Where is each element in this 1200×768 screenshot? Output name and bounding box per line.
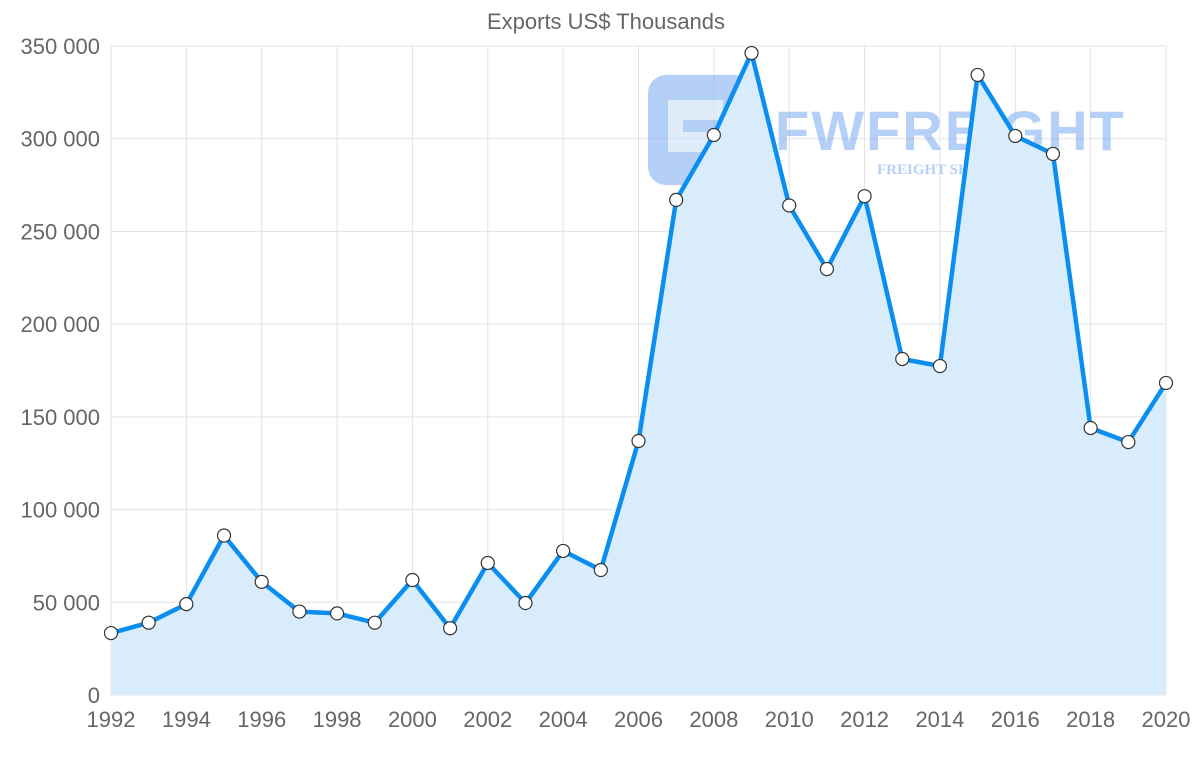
area-fill (111, 53, 1166, 695)
data-point-2006[interactable] (631, 433, 646, 449)
x-tick-label: 2016 (991, 707, 1040, 732)
x-tick-label: 2006 (614, 707, 663, 732)
y-axis: 0 50 000 100 000 150 000 200 000 250 000 300 0… (20, 34, 100, 708)
y-tick-label: 200 000 (20, 312, 100, 337)
data-point-2011[interactable] (819, 261, 834, 277)
data-point-2010[interactable] (782, 198, 797, 213)
x-tick-label: 1998 (313, 707, 362, 732)
data-point-2004[interactable] (556, 543, 571, 559)
data-point-2001[interactable] (443, 621, 458, 636)
data-point-1999[interactable] (367, 615, 382, 630)
data-points (103, 45, 1174, 641)
y-tick-label: 250 000 (20, 219, 100, 244)
x-tick-label: 2014 (915, 707, 964, 732)
x-axis: 1992 1994 1996 1998 2000 2002 2004 2006 2008 2010… (87, 707, 1191, 732)
y-tick-label: 150 000 (20, 405, 100, 430)
data-point-1996[interactable] (254, 574, 269, 589)
x-tick-label: 2002 (463, 707, 512, 732)
x-tick-label: 2004 (539, 707, 588, 732)
x-tick-label: 1996 (237, 707, 286, 732)
data-point-2018[interactable] (1083, 420, 1098, 436)
data-point-2014[interactable] (932, 358, 948, 374)
y-tick-label: 0 (88, 683, 100, 708)
x-tick-label: 2010 (765, 707, 814, 732)
data-point-1992[interactable] (103, 625, 119, 641)
x-tick-label: 2000 (388, 707, 437, 732)
x-tick-label: 2018 (1066, 707, 1115, 732)
data-point-2020[interactable] (1158, 375, 1174, 391)
data-point-2013[interactable] (895, 351, 910, 367)
data-point-2017[interactable] (1045, 146, 1061, 162)
y-tick-label: 300 000 (20, 127, 100, 152)
data-point-2015[interactable] (970, 67, 985, 83)
x-tick-label: 2020 (1142, 707, 1191, 732)
data-point-1993[interactable] (141, 615, 156, 630)
data-point-2008[interactable] (706, 127, 721, 143)
data-point-2016[interactable] (1008, 128, 1023, 144)
data-point-1998[interactable] (329, 606, 345, 621)
x-tick-label: 2012 (840, 707, 889, 732)
y-tick-label: 100 000 (20, 498, 100, 523)
y-tick-label: 350 000 (20, 34, 100, 59)
data-point-2007[interactable] (669, 192, 684, 208)
y-tick-label: 50 000 (33, 590, 100, 615)
data-point-2005[interactable] (593, 562, 608, 578)
data-point-2002[interactable] (480, 555, 495, 571)
data-point-2012[interactable] (857, 189, 872, 204)
data-point-2009[interactable] (744, 45, 759, 61)
data-point-2000[interactable] (405, 572, 420, 588)
x-tick-label: 2008 (689, 707, 738, 732)
data-point-1997[interactable] (292, 604, 307, 619)
chart-title: Exports US$ Thousands (487, 9, 725, 34)
x-tick-label: 1992 (87, 707, 136, 732)
svg-text:FWFREIGHT: FWFREIGHT (775, 99, 1126, 162)
data-point-1995[interactable] (216, 528, 232, 543)
data-point-1994[interactable] (179, 597, 194, 612)
data-point-2003[interactable] (518, 595, 533, 611)
data-point-2019[interactable] (1121, 434, 1136, 450)
x-tick-label: 1994 (162, 707, 211, 732)
